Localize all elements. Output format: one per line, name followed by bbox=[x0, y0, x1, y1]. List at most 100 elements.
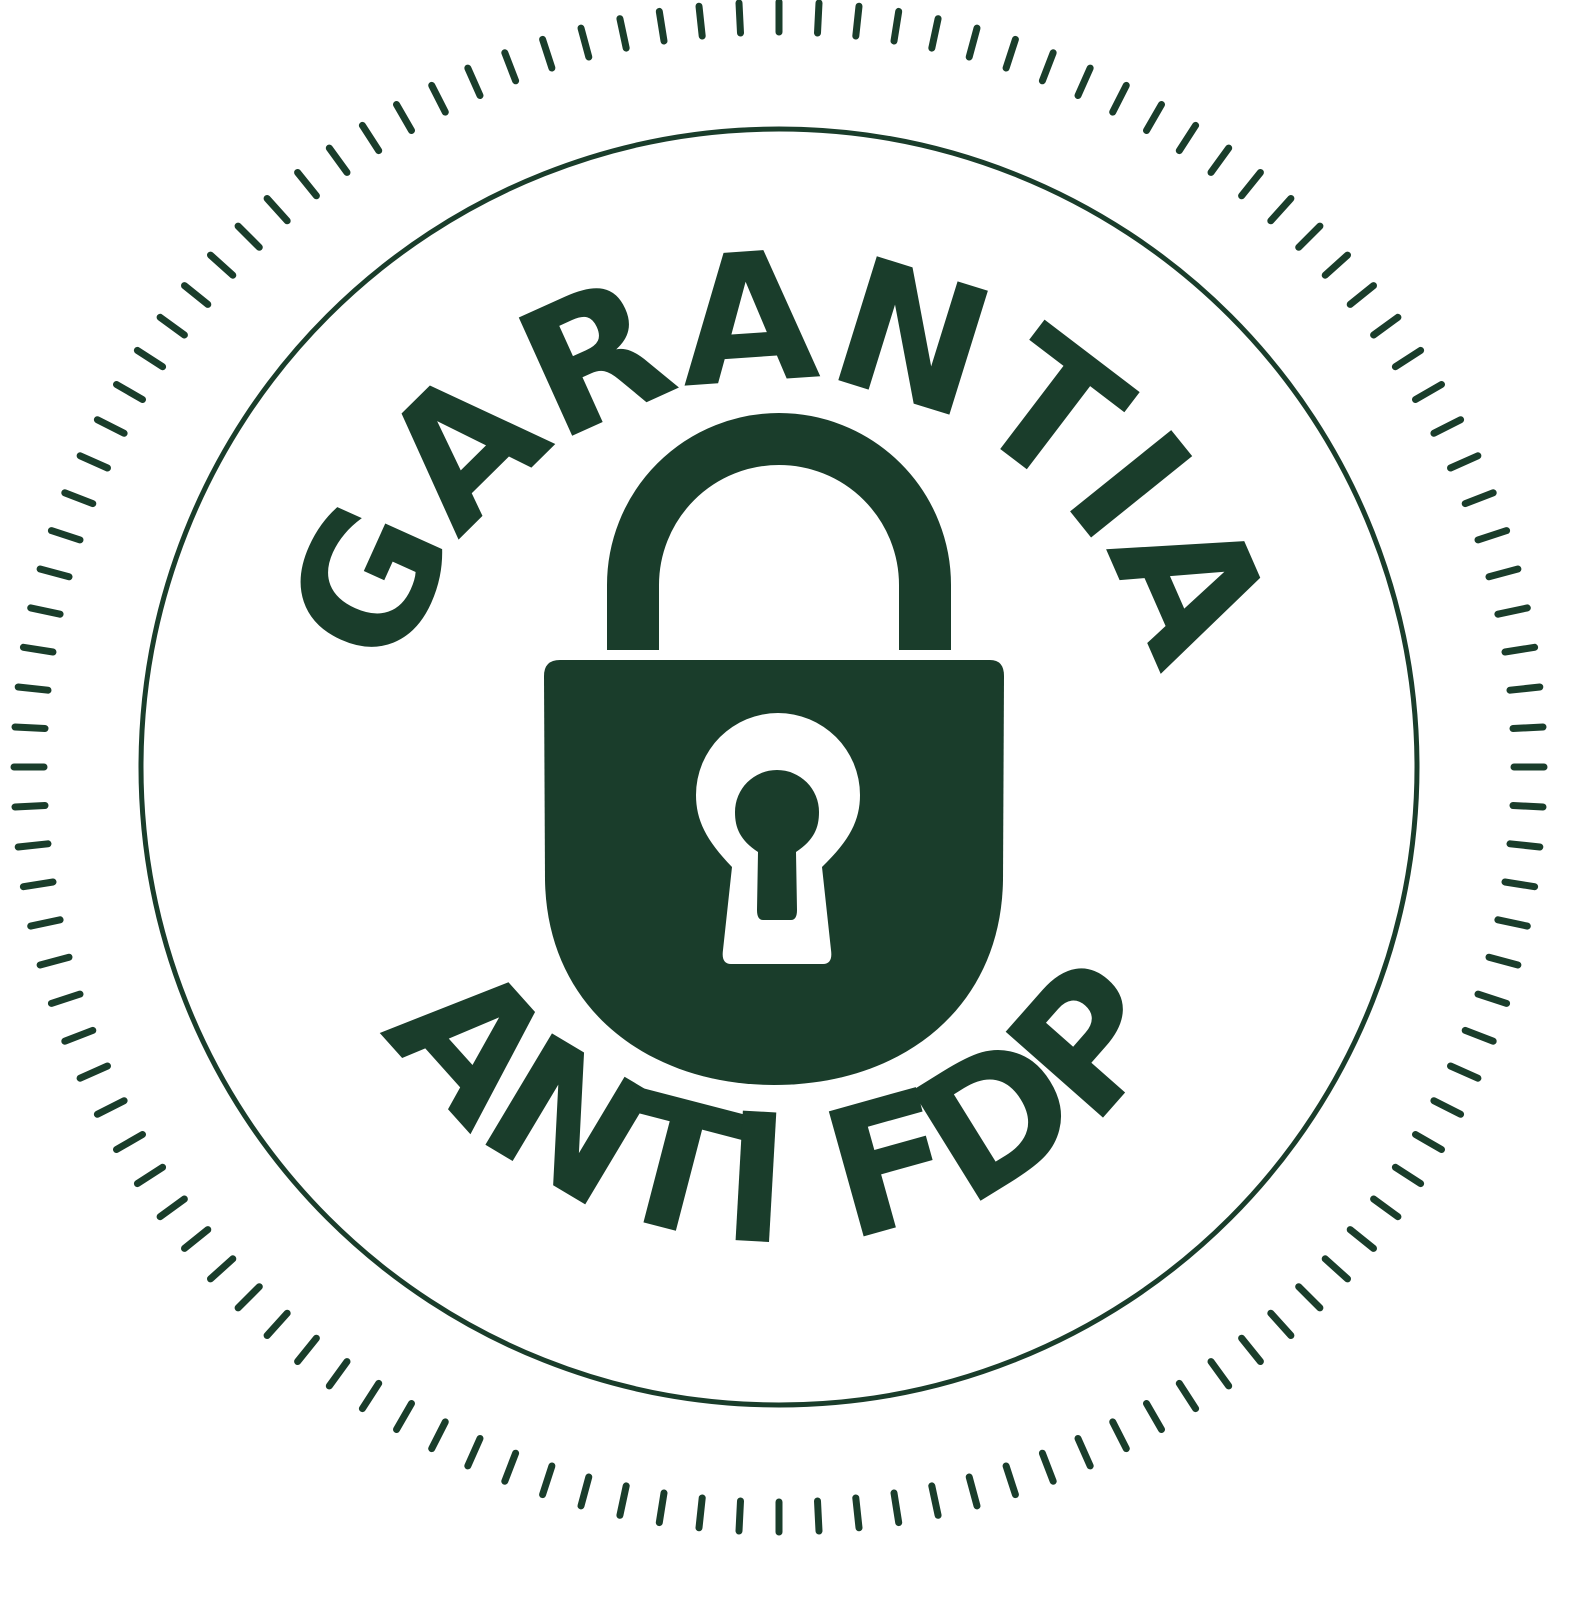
tick-mark bbox=[852, 2, 863, 40]
tick-mark bbox=[14, 840, 52, 851]
tick-mark bbox=[655, 1489, 668, 1527]
tick-mark bbox=[47, 990, 84, 1007]
tick-mark bbox=[1143, 101, 1165, 134]
seal-border-circle bbox=[138, 126, 1420, 1408]
tick-mark bbox=[1321, 251, 1351, 279]
tick-mark bbox=[133, 1163, 167, 1188]
tick-mark bbox=[1002, 35, 1019, 72]
tick-mark bbox=[852, 1494, 863, 1532]
tick-mark bbox=[36, 565, 73, 581]
tick-mark bbox=[616, 1482, 630, 1519]
tick-mark bbox=[577, 1473, 593, 1510]
tick-mark bbox=[1321, 1255, 1351, 1283]
tick-mark bbox=[11, 723, 49, 732]
keyhole-icon bbox=[696, 713, 860, 964]
tick-mark bbox=[428, 1418, 449, 1453]
tick-mark bbox=[1295, 1283, 1324, 1312]
tick-mark bbox=[27, 604, 64, 618]
tick-mark bbox=[61, 1026, 97, 1045]
tick-mark bbox=[1207, 1358, 1233, 1390]
tick-mark bbox=[1346, 1226, 1377, 1252]
tick-mark bbox=[358, 1379, 383, 1413]
tick-mark bbox=[93, 1097, 128, 1118]
tick-mark bbox=[1501, 643, 1539, 656]
tick-mark bbox=[76, 452, 111, 472]
tick-mark bbox=[113, 1131, 146, 1153]
tick-mark bbox=[539, 1462, 556, 1499]
tick-mark bbox=[1109, 1418, 1130, 1453]
tick-mark bbox=[1430, 1097, 1465, 1118]
tick-mark bbox=[76, 1062, 111, 1082]
tick-mark bbox=[1002, 1462, 1019, 1499]
tick-mark bbox=[1485, 953, 1522, 969]
tick-mark bbox=[14, 683, 52, 694]
tick-mark bbox=[1175, 1379, 1200, 1413]
tick-mark bbox=[1074, 64, 1094, 99]
tick-mark bbox=[1370, 313, 1402, 339]
tick-mark bbox=[965, 24, 981, 61]
tick-mark bbox=[814, 0, 823, 37]
tick-mark bbox=[156, 313, 188, 339]
tick-mark bbox=[27, 916, 64, 930]
tick-mark bbox=[735, 0, 744, 37]
tick-mark bbox=[735, 1497, 744, 1535]
padlock-icon bbox=[544, 413, 1004, 1085]
tick-mark bbox=[814, 1497, 823, 1535]
tick-mark bbox=[1461, 489, 1497, 508]
tick-mark bbox=[1295, 222, 1324, 251]
tick-mark bbox=[19, 878, 57, 891]
tick-mark bbox=[501, 49, 520, 85]
tick-mark bbox=[1474, 990, 1511, 1007]
tick-mark bbox=[1267, 195, 1295, 225]
tick-mark bbox=[1501, 878, 1539, 891]
tick-mark bbox=[464, 64, 484, 99]
tick-mark bbox=[11, 802, 49, 811]
tick-mark bbox=[294, 1334, 320, 1365]
tick-mark bbox=[294, 169, 320, 200]
tick-mark bbox=[965, 1473, 981, 1510]
tick-mark bbox=[539, 35, 556, 72]
tick-mark bbox=[393, 1400, 415, 1433]
tick-mark bbox=[393, 101, 415, 134]
tick-mark bbox=[1412, 381, 1445, 403]
tick-mark bbox=[325, 144, 351, 176]
tick-mark bbox=[263, 195, 291, 225]
tick-mark bbox=[234, 1283, 263, 1312]
tick-mark bbox=[19, 643, 57, 656]
tick-mark bbox=[181, 1226, 212, 1252]
padlock-body bbox=[544, 660, 1004, 1085]
tick-mark bbox=[207, 251, 237, 279]
tick-mark bbox=[1412, 1131, 1445, 1153]
tick-mark bbox=[358, 121, 383, 155]
tick-mark bbox=[156, 1195, 188, 1221]
tick-mark bbox=[1238, 1334, 1264, 1365]
tick-mark bbox=[207, 1255, 237, 1283]
tick-mark bbox=[1485, 565, 1522, 581]
tick-ring bbox=[10, 0, 1548, 1536]
tick-mark bbox=[928, 15, 942, 52]
tick-mark bbox=[1474, 527, 1511, 544]
tick-mark bbox=[1143, 1400, 1165, 1433]
tick-mark bbox=[695, 2, 706, 40]
tick-mark bbox=[577, 24, 593, 61]
tick-mark bbox=[1038, 1449, 1057, 1485]
padlock-shackle bbox=[607, 413, 951, 650]
tick-mark bbox=[61, 489, 97, 508]
tick-mark bbox=[1430, 416, 1465, 437]
tick-mark bbox=[1447, 1062, 1482, 1082]
tick-mark bbox=[464, 1435, 484, 1470]
tick-mark bbox=[1370, 1195, 1402, 1221]
tick-mark bbox=[93, 416, 128, 437]
tick-mark bbox=[428, 81, 449, 116]
tick-mark bbox=[1346, 282, 1377, 308]
tick-mark bbox=[501, 1449, 520, 1485]
tick-mark bbox=[1391, 346, 1425, 371]
tick-mark bbox=[1509, 802, 1547, 811]
tick-mark bbox=[1494, 604, 1531, 618]
tick-mark bbox=[890, 7, 903, 45]
tick-mark bbox=[1506, 683, 1544, 694]
tick-mark bbox=[47, 527, 84, 544]
tick-mark bbox=[1207, 144, 1233, 176]
tick-mark bbox=[1109, 81, 1130, 116]
